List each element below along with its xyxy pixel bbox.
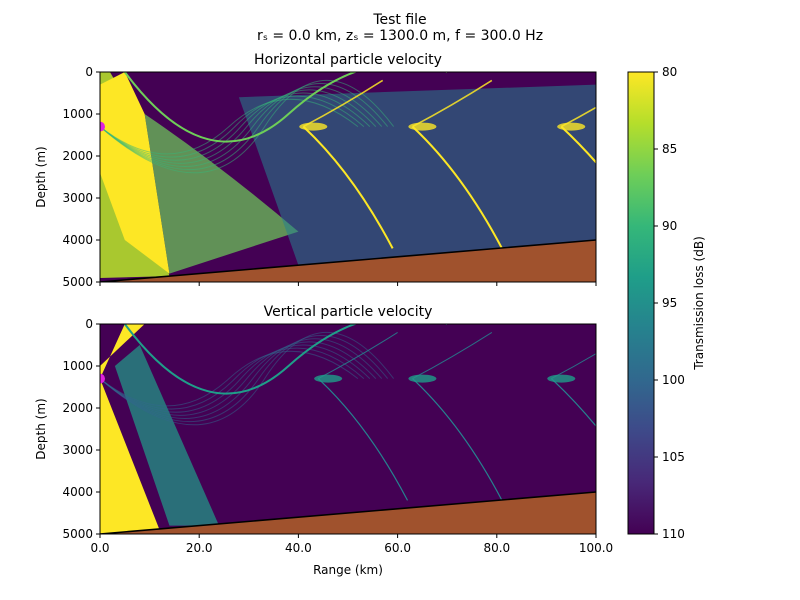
ray-arc [100,344,371,413]
panel-title: Horizontal particle velocity [254,52,442,68]
colorbar-tick-label: 80 [662,65,677,79]
near-field-region [100,324,145,379]
y-tick-label: 1000 [62,359,93,373]
convergence-caustic-upper [551,353,596,380]
panel-horizontal: Horizontal particle velocity 0 1000 2000 30… [34,52,597,289]
ray-arc [100,98,359,155]
convergence-zone [299,122,328,131]
y-tick-label: 2000 [62,149,93,163]
x-axis: 0.0 20.0 40.0 60.0 80.0 100.0 [90,534,613,555]
plot-frame [99,71,597,283]
y-tick-label: 4000 [62,485,93,499]
convergence-caustic [550,378,596,428]
ray-arc [100,331,395,426]
y-tick-label: 4000 [62,233,93,247]
heatmap-area [100,324,596,534]
convergence-caustic-upper [560,106,596,128]
ray-arc [100,338,383,419]
colorbar-tick-label: 95 [662,296,677,310]
x-axis-label: Range (km) [313,563,383,577]
y-axis: 0 1000 2000 3000 4000 5000 [62,317,100,541]
y-axis: 0 1000 2000 3000 4000 5000 [62,65,100,289]
x-axis [99,282,597,286]
y-axis-label: Depth (m) [34,146,48,207]
convergence-caustic-upper [318,331,398,380]
heatmap-area [100,72,596,282]
convergence-zone [314,374,343,383]
near-field-region [100,72,170,274]
near-field-lower-region [100,378,160,534]
ray-arc [100,79,395,174]
y-tick-label: 2000 [62,401,93,415]
ray-arc [100,95,365,158]
colorbar-gradient [627,71,655,535]
convergence-caustic [412,378,503,501]
caustic-upper [123,72,448,143]
ray-arc [100,92,371,161]
colorbar: 80 85 90 95 100 105 110 Transmission loss (dB) [627,65,706,541]
colorbar-tick-label: 90 [662,219,677,233]
x-tick-label: 60.0 [384,541,411,555]
y-tick-label: 5000 [62,275,93,289]
y-tick-label: 0 [85,317,93,331]
x-tick-label: 100.0 [579,541,613,555]
colorbar-tick-label: 85 [662,142,677,156]
bathymetry-line [100,491,596,534]
convergence-zone [547,374,576,383]
y-tick-label: 0 [85,65,93,79]
x-tick-label: 0.0 [90,541,109,555]
y-tick-label: 3000 [62,443,93,457]
caustic-upper [123,324,448,395]
convergence-caustic-upper [412,79,493,128]
panel-vertical: Vertical particle velocity 0 1000 2000 3000… [34,304,613,577]
colorbar-ticks: 80 85 90 95 100 105 110 [654,65,685,541]
figure-subtitle: rₛ = 0.0 km, zₛ = 1300.0 m, f = 300.0 Hz [257,28,543,44]
y-tick-label: 3000 [62,191,93,205]
colorbar-tick-label: 100 [662,373,685,387]
ray-arc [100,341,377,416]
y-tick-label: 5000 [62,527,93,541]
convergence-caustic [317,378,409,501]
ray-arc [100,89,377,164]
bottom-bounce-region [144,114,299,274]
convergence-caustic [411,125,503,249]
convergence-caustic [560,125,596,164]
ray-arc [100,347,365,410]
y-axis-label: Depth (m) [34,398,48,459]
convergence-caustic-upper [302,79,384,128]
convergence-zone [557,122,586,131]
convergence-zone [408,122,437,131]
source-marker [100,373,105,384]
convergence-caustic-upper [412,331,493,380]
y-tick-label: 1000 [62,107,93,121]
ray-arc [100,86,383,167]
bathymetry-line [100,239,596,282]
panel-title: Vertical particle velocity [264,304,433,320]
convergence-zone [408,374,437,383]
colorbar-label: Transmission loss (dB) [692,236,706,371]
bottom-bounce-region [114,345,220,526]
ray-arc [100,83,389,170]
plot-frame [99,323,597,535]
ray-arc [100,335,389,422]
figure-title: Test file [372,12,426,28]
colorbar-tick-label: 105 [662,450,685,464]
ray-arc [100,350,359,407]
x-tick-label: 80.0 [483,541,510,555]
source-marker [100,121,105,132]
colorbar-tick-label: 110 [662,527,685,541]
far-field-region [238,84,596,266]
convergence-caustic [302,125,394,249]
x-tick-label: 20.0 [186,541,213,555]
x-tick-label: 40.0 [285,541,312,555]
